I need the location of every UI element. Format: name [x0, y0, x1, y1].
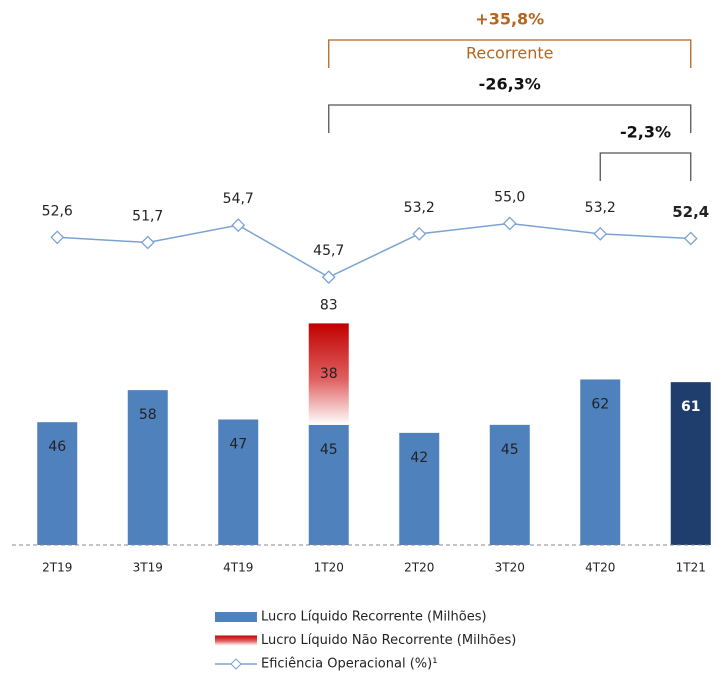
line-marker [593, 226, 608, 241]
legend-label: Lucro Líquido Recorrente (Milhões) [261, 610, 487, 625]
x-tick-label: 3T20 [495, 561, 525, 575]
bar-value-label: 42 [410, 450, 428, 466]
line-marker [50, 230, 65, 245]
line-value-label: 45,7 [313, 243, 344, 259]
bar-value-label: 62 [591, 396, 609, 412]
bracket-label: +35,8% [475, 10, 544, 29]
bar-value-label: 46 [48, 439, 66, 455]
x-tick-label: 4T20 [585, 561, 615, 575]
bar-value-label: 61 [681, 399, 700, 415]
line-marker [683, 231, 698, 246]
bar [670, 382, 711, 545]
line-value-label: 55,0 [494, 189, 525, 205]
total-label: 83 [320, 297, 338, 313]
line-marker [502, 216, 517, 231]
line-value-label: 53,2 [585, 200, 616, 216]
line-marker [412, 226, 427, 241]
bar-value-label: 47 [229, 437, 247, 453]
bracket [328, 39, 692, 68]
bar-value-label: 38 [320, 366, 338, 382]
bar-value-label: 45 [501, 442, 519, 458]
legend-label: Eficiência Operacional (%)¹ [261, 657, 437, 672]
line-marker [140, 235, 155, 250]
line-value-label: 54,7 [223, 191, 254, 207]
x-tick-label: 2T20 [404, 561, 434, 575]
x-tick-label: 1T21 [676, 561, 706, 575]
bar-value-label: 58 [139, 407, 157, 423]
line-marker [321, 270, 336, 285]
line-value-label: 52,6 [42, 203, 73, 219]
line [57, 222, 691, 278]
line-value-label: 51,7 [132, 209, 163, 225]
x-tick-label: 4T19 [223, 561, 253, 575]
bracket-label: -26,3% [479, 75, 541, 94]
bar [580, 379, 621, 545]
legend-swatch [215, 612, 257, 622]
bar [127, 390, 168, 545]
bracket-subtitle: Recorrente [466, 44, 553, 63]
bar [37, 422, 78, 545]
legend-marker [230, 658, 242, 670]
x-tick-label: 1T20 [314, 561, 344, 575]
line-marker [231, 218, 246, 233]
bar [489, 424, 530, 545]
x-tick-label: 2T19 [42, 561, 72, 575]
legend-swatch [215, 635, 257, 646]
bracket [328, 104, 692, 133]
line-value-label: 52,4 [672, 203, 709, 221]
bar-value-label: 45 [320, 442, 338, 458]
bracket-label: -2,3% [620, 123, 671, 142]
bar [399, 432, 440, 545]
x-tick-label: 3T19 [133, 561, 163, 575]
bar [218, 419, 259, 545]
line-value-label: 53,2 [404, 200, 435, 216]
legend-label: Lucro Líquido Não Recorrente (Milhões) [261, 633, 516, 648]
stacked-bar [308, 323, 349, 425]
bracket [599, 152, 692, 181]
bar [308, 424, 349, 545]
